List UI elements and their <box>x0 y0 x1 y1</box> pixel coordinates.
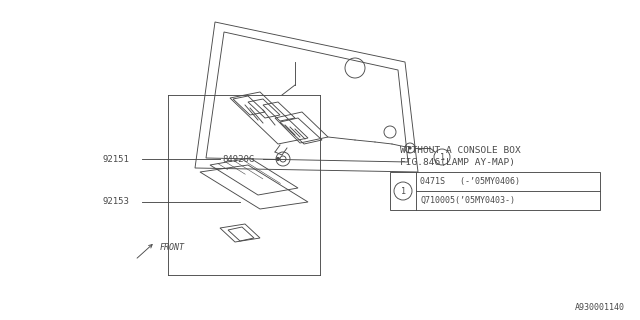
Text: FRONT: FRONT <box>160 244 185 252</box>
Text: 0471S   (-’05MY0406): 0471S (-’05MY0406) <box>420 177 520 186</box>
Text: 1: 1 <box>440 153 445 162</box>
Circle shape <box>408 147 412 149</box>
Text: A930001140: A930001140 <box>575 303 625 312</box>
Text: 1: 1 <box>401 187 406 196</box>
Text: FIG.846(LAMP AY-MAP): FIG.846(LAMP AY-MAP) <box>400 158 515 167</box>
Circle shape <box>276 157 280 161</box>
Text: Q710005(’05MY0403-): Q710005(’05MY0403-) <box>420 196 515 205</box>
Text: 92151: 92151 <box>102 155 129 164</box>
Text: 92153: 92153 <box>102 197 129 206</box>
Bar <box>390 172 600 210</box>
Text: 84920G: 84920G <box>222 155 254 164</box>
Text: WITHOUT A CONSOLE BOX: WITHOUT A CONSOLE BOX <box>400 146 521 155</box>
